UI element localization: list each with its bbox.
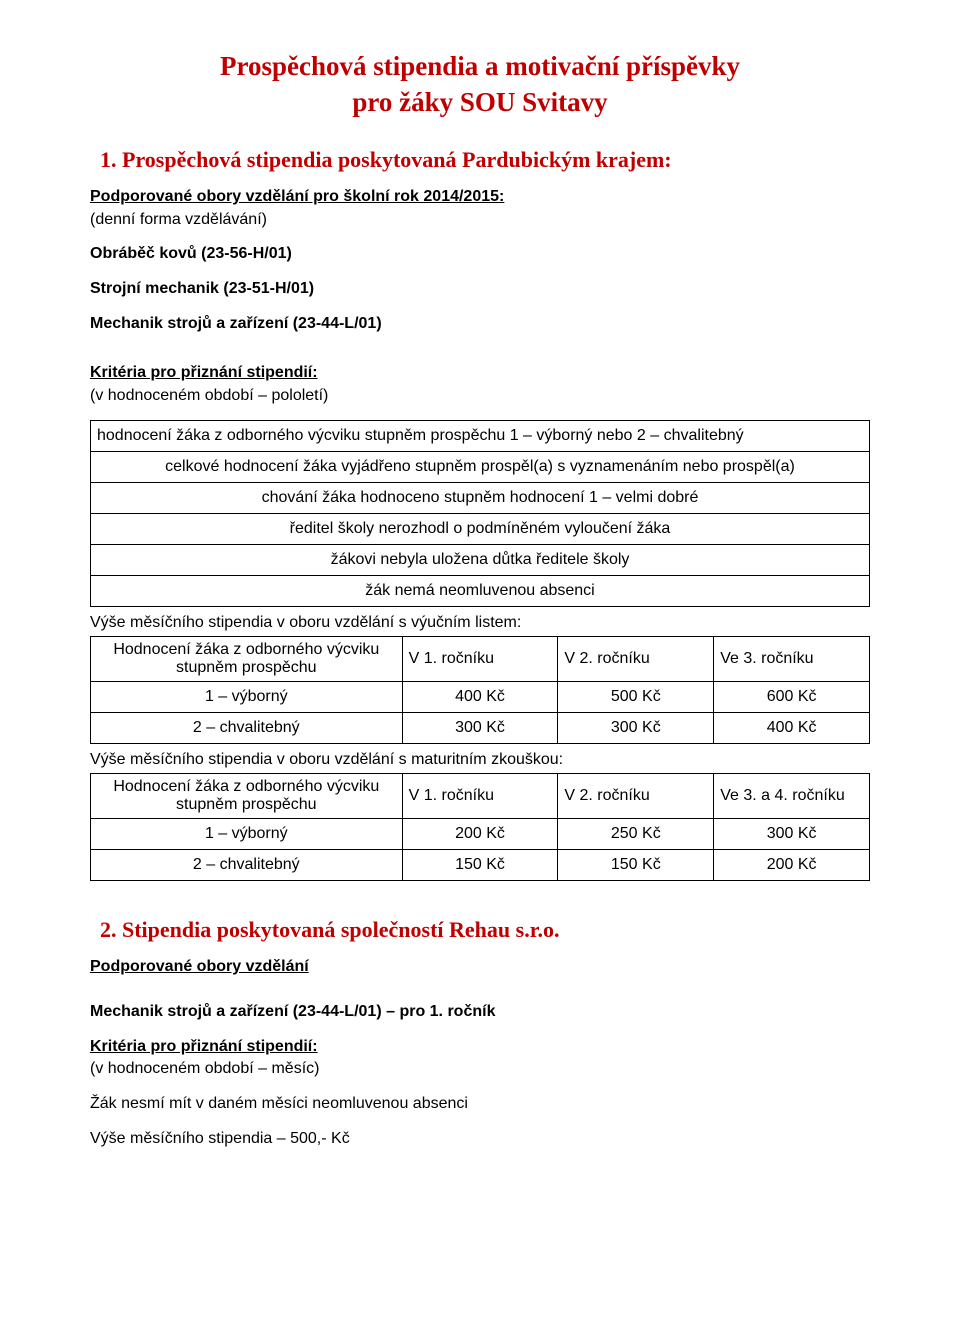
- spacer: [90, 992, 870, 1002]
- criteria-cell: žák nemá neomluvenou absenci: [91, 576, 870, 607]
- table-cell: 500 Kč: [558, 682, 714, 713]
- table-header-cell: Hodnocení žáka z odborného výcviku stupn…: [91, 774, 403, 819]
- table-row: 2 – chvalitebný 150 Kč 150 Kč 200 Kč: [91, 850, 870, 881]
- table-row: žák nemá neomluvenou absenci: [91, 576, 870, 607]
- criteria-cell: hodnocení žáka z odborného výcviku stupn…: [91, 421, 870, 452]
- supported-programs-label-2: Podporované obory vzdělání: [90, 957, 870, 978]
- table-cell: 1 – výborný: [91, 682, 403, 713]
- table-row: 2 – chvalitebný 300 Kč 300 Kč 400 Kč: [91, 713, 870, 744]
- table-row: 1 – výborný 200 Kč 250 Kč 300 Kč: [91, 819, 870, 850]
- supported-programs-note: (denní forma vzdělávání): [90, 210, 870, 231]
- criteria-cell: žákovi nebyla uložena důtka ředitele ško…: [91, 545, 870, 576]
- table-cell: 300 Kč: [558, 713, 714, 744]
- table-row: Hodnocení žáka z odborného výcviku stupn…: [91, 774, 870, 819]
- table-row: chování žáka hodnoceno stupněm hodnocení…: [91, 483, 870, 514]
- table-header-cell: V 1. ročníku: [402, 774, 558, 819]
- section-2-line-1: Žák nesmí mít v daném měsíci neomluvenou…: [90, 1094, 870, 1115]
- table-cell: 300 Kč: [714, 819, 870, 850]
- criteria-note: (v hodnoceném období – pololetí): [90, 386, 870, 407]
- section-2-heading: 2. Stipendia poskytovaná společností Reh…: [100, 917, 870, 943]
- table-cell: 150 Kč: [558, 850, 714, 881]
- table-header-cell: Ve 3. ročníku: [714, 637, 870, 682]
- table-cell: 400 Kč: [402, 682, 558, 713]
- table-cell: 250 Kč: [558, 819, 714, 850]
- table-row: celkové hodnocení žáka vyjádřeno stupněm…: [91, 452, 870, 483]
- criteria-cell: ředitel školy nerozhodl o podmíněném vyl…: [91, 514, 870, 545]
- criteria-label: Kritéria pro přiznání stipendií:: [90, 363, 870, 384]
- table-cell: 200 Kč: [402, 819, 558, 850]
- criteria-table: hodnocení žáka z odborného výcviku stupn…: [90, 420, 870, 607]
- table-header-cell: V 1. ročníku: [402, 637, 558, 682]
- section-1-heading: 1. Prospěchová stipendia poskytovaná Par…: [100, 147, 870, 173]
- table-cell: 300 Kč: [402, 713, 558, 744]
- program-item-2: Mechanik strojů a zařízení (23-44-L/01) …: [90, 1002, 870, 1023]
- table-header-cell: V 2. ročníku: [558, 637, 714, 682]
- table-row: ředitel školy nerozhodl o podmíněném vyl…: [91, 514, 870, 545]
- main-title: Prospěchová stipendia a motivační příspě…: [90, 48, 870, 121]
- table-header-cell: Hodnocení žáka z odborného výcviku stupn…: [91, 637, 403, 682]
- table-row: Hodnocení žáka z odborného výcviku stupn…: [91, 637, 870, 682]
- table-cell: 600 Kč: [714, 682, 870, 713]
- program-item: Obráběč kovů (23-56-H/01): [90, 244, 870, 265]
- table-row: 1 – výborný 400 Kč 500 Kč 600 Kč: [91, 682, 870, 713]
- table-b-caption: Výše měsíčního stipendia v oboru vzdělán…: [90, 750, 870, 771]
- section-2-line-2: Výše měsíčního stipendia – 500,- Kč: [90, 1129, 870, 1150]
- criteria-cell: chování žáka hodnoceno stupněm hodnocení…: [91, 483, 870, 514]
- criteria-label-2: Kritéria pro přiznání stipendií:: [90, 1037, 870, 1058]
- title-line-2: pro žáky SOU Svitavy: [352, 87, 607, 117]
- stipend-table-a: Hodnocení žáka z odborného výcviku stupn…: [90, 636, 870, 744]
- table-header-cell: V 2. ročníku: [558, 774, 714, 819]
- table-cell: 150 Kč: [402, 850, 558, 881]
- table-row: žákovi nebyla uložena důtka ředitele ško…: [91, 545, 870, 576]
- spacer: [90, 349, 870, 363]
- supported-programs-label: Podporované obory vzdělání pro školní ro…: [90, 187, 870, 208]
- table-row: hodnocení žáka z odborného výcviku stupn…: [91, 421, 870, 452]
- table-header-cell: Ve 3. a 4. ročníku: [714, 774, 870, 819]
- program-item: Strojní mechanik (23-51-H/01): [90, 279, 870, 300]
- title-line-1: Prospěchová stipendia a motivační příspě…: [220, 51, 740, 81]
- table-a-caption: Výše měsíčního stipendia v oboru vzdělán…: [90, 613, 870, 634]
- page: Prospěchová stipendia a motivační příspě…: [0, 0, 960, 1318]
- criteria-note-2: (v hodnoceném období – měsíc): [90, 1059, 870, 1080]
- program-item: Mechanik strojů a zařízení (23-44-L/01): [90, 314, 870, 335]
- table-cell: 1 – výborný: [91, 819, 403, 850]
- criteria-cell: celkové hodnocení žáka vyjádřeno stupněm…: [91, 452, 870, 483]
- table-cell: 2 – chvalitebný: [91, 713, 403, 744]
- table-cell: 200 Kč: [714, 850, 870, 881]
- stipend-table-b: Hodnocení žáka z odborného výcviku stupn…: [90, 773, 870, 881]
- table-cell: 400 Kč: [714, 713, 870, 744]
- table-cell: 2 – chvalitebný: [91, 850, 403, 881]
